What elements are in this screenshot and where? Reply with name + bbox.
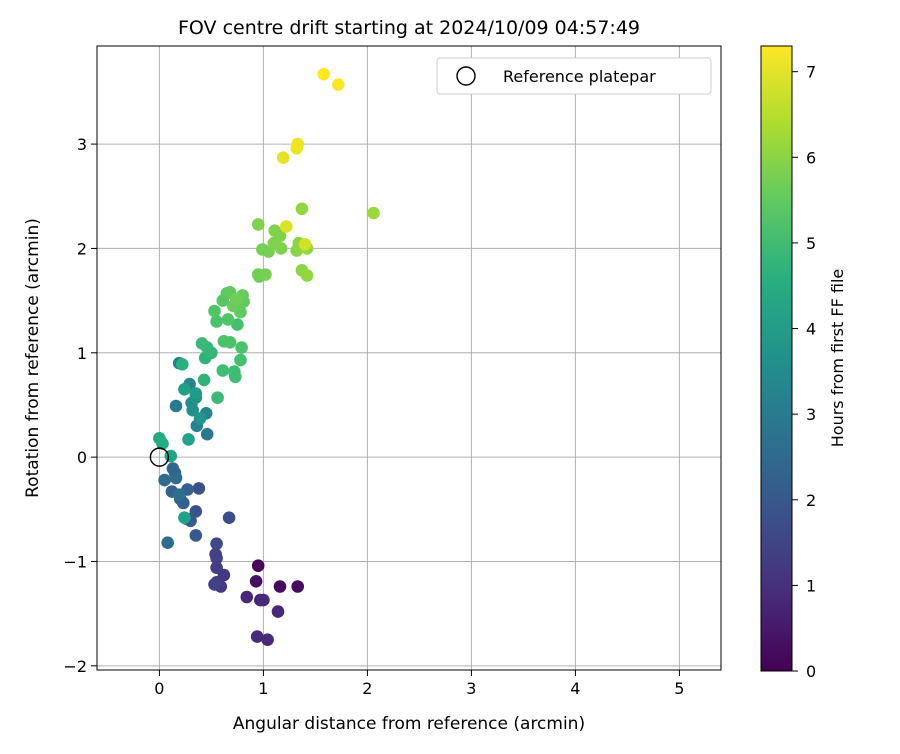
data-point xyxy=(172,488,186,502)
data-point xyxy=(210,561,223,574)
x-tick-label: 2 xyxy=(362,679,372,698)
data-point xyxy=(249,575,263,588)
data-point xyxy=(291,580,305,593)
colorbar-tick-label: 0 xyxy=(806,662,816,681)
data-point xyxy=(367,206,380,220)
data-point xyxy=(221,313,235,326)
data-point xyxy=(259,268,272,281)
data-point xyxy=(208,304,221,318)
data-point xyxy=(261,633,274,646)
data-point xyxy=(178,383,191,396)
data-point xyxy=(251,218,265,231)
scatter-points xyxy=(153,67,380,646)
data-point xyxy=(178,511,191,524)
colorbar-tick-label: 3 xyxy=(806,405,816,424)
data-point xyxy=(317,67,331,81)
data-point xyxy=(158,473,171,487)
data-point xyxy=(295,202,309,216)
data-point xyxy=(291,137,305,151)
data-point xyxy=(169,471,183,485)
plot-frame xyxy=(96,45,722,671)
data-point xyxy=(229,370,242,384)
data-point xyxy=(200,427,214,441)
x-tick-label: 4 xyxy=(570,679,580,698)
chart-title: FOV centre drift starting at 2024/10/09 … xyxy=(178,17,640,39)
data-point xyxy=(192,482,206,495)
data-point xyxy=(240,590,254,604)
data-point xyxy=(332,78,345,91)
y-tick-label: 3 xyxy=(77,135,87,154)
y-tick-label: 0 xyxy=(77,448,87,467)
data-point xyxy=(210,552,223,565)
data-point xyxy=(208,578,221,591)
data-point xyxy=(271,605,285,618)
colorbar-tick-label: 7 xyxy=(806,63,816,82)
data-point xyxy=(223,336,237,349)
data-point xyxy=(205,346,218,360)
data-point xyxy=(210,537,223,550)
data-point xyxy=(251,559,265,572)
data-point xyxy=(176,358,189,371)
y-axis-label: Rotation from reference (arcmin) xyxy=(23,218,43,498)
y-tick-label: −1 xyxy=(63,552,87,571)
colorbar-tick-label: 1 xyxy=(806,576,816,595)
data-point xyxy=(257,593,270,607)
colorbar: 0 1 2 3 4 5 6 7 Hours from first FF file xyxy=(760,45,847,681)
data-point xyxy=(211,391,224,405)
grid xyxy=(97,46,721,670)
data-point xyxy=(197,373,211,387)
data-point xyxy=(273,229,287,243)
data-point xyxy=(273,580,287,593)
y-tick-label: −2 xyxy=(63,657,87,676)
data-point xyxy=(189,505,203,518)
x-axis-ticks: 0 1 2 3 4 5 xyxy=(154,670,684,698)
colorbar-ticks: 0 1 2 3 4 5 6 7 xyxy=(792,63,816,681)
x-tick-label: 0 xyxy=(154,679,164,698)
data-point xyxy=(300,269,314,282)
x-tick-label: 1 xyxy=(258,679,268,698)
legend-label: Reference platepar xyxy=(503,67,656,86)
data-point xyxy=(156,437,169,450)
x-axis-label: Angular distance from reference (arcmin) xyxy=(233,714,585,734)
colorbar-tick-label: 6 xyxy=(806,148,816,167)
data-point xyxy=(210,315,223,328)
data-point xyxy=(231,318,244,331)
data-point xyxy=(186,403,199,417)
data-point xyxy=(189,387,203,400)
data-point xyxy=(235,341,248,354)
data-point xyxy=(230,293,243,306)
reference-marker xyxy=(149,447,170,467)
data-point xyxy=(169,399,183,413)
colorbar-tick-label: 5 xyxy=(806,234,816,253)
data-point xyxy=(280,220,293,233)
data-point xyxy=(274,242,288,255)
data-point xyxy=(216,364,230,377)
data-point xyxy=(195,337,209,350)
colorbar-label: Hours from first FF file xyxy=(828,269,847,448)
colorbar-tick-label: 4 xyxy=(806,320,816,339)
data-point xyxy=(193,412,207,425)
y-tick-label: 1 xyxy=(77,344,87,363)
legend: Reference platepar xyxy=(436,57,712,95)
y-tick-label: 2 xyxy=(77,239,87,258)
x-tick-label: 5 xyxy=(674,679,684,698)
data-point xyxy=(161,536,174,549)
y-axis-ticks: −2 −1 0 1 2 3 xyxy=(63,135,97,676)
legend-box xyxy=(436,57,712,95)
data-point xyxy=(189,529,203,542)
data-point xyxy=(298,238,312,251)
data-point xyxy=(276,151,290,164)
x-tick-label: 3 xyxy=(466,679,476,698)
data-point xyxy=(250,630,264,643)
colorbar-tick-label: 2 xyxy=(806,491,816,510)
data-point xyxy=(182,433,195,446)
legend-marker-icon xyxy=(456,66,476,86)
data-point xyxy=(222,511,236,524)
data-point xyxy=(234,353,247,367)
colorbar-gradient xyxy=(760,45,793,672)
